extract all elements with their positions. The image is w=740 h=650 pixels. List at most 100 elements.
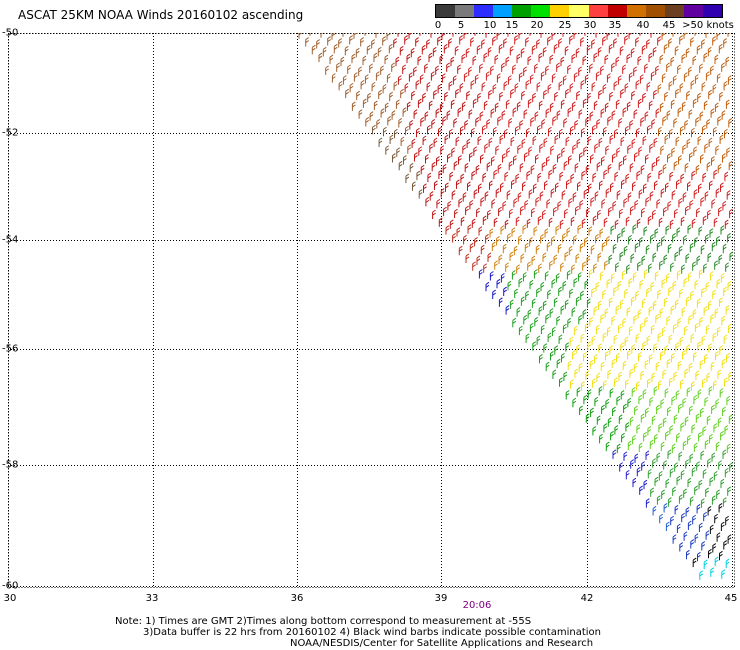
- wind-barb: [696, 207, 700, 218]
- wind-barb: [671, 443, 676, 454]
- wind-barb: [655, 361, 660, 372]
- wind-barb: [692, 98, 697, 108]
- wind-barb: [529, 322, 534, 333]
- wind-barb: [646, 81, 651, 92]
- wind-barb: [671, 147, 676, 157]
- wind-barb: [586, 207, 590, 218]
- wind-barb: [599, 271, 604, 281]
- wind-barb: [536, 39, 540, 49]
- wind-barb: [689, 453, 694, 463]
- wind-barb: [700, 498, 705, 508]
- wind-barb: [345, 88, 349, 99]
- wind-barb: [540, 324, 545, 335]
- wind-barb: [628, 72, 633, 82]
- wind-barb: [526, 170, 531, 181]
- wind-barb: [725, 262, 729, 272]
- wind-barb: [687, 272, 692, 282]
- wind-barb: [560, 305, 565, 315]
- wind-barb: [636, 218, 641, 228]
- wind-barb: [629, 368, 634, 378]
- wind-barb: [704, 143, 709, 153]
- wind-barb: [605, 145, 610, 155]
- wind-barb: [582, 55, 587, 66]
- wind-barb: [485, 234, 489, 244]
- wind-barb: [683, 531, 688, 541]
- wind-barb: [474, 74, 479, 84]
- wind-barb: [677, 360, 682, 371]
- wind-barb: [385, 145, 390, 155]
- wind-barb: [649, 143, 654, 153]
- wind-barb: [382, 36, 386, 46]
- legend-swatch: [683, 5, 703, 17]
- wind-barb: [707, 506, 712, 516]
- wind-barb: [695, 413, 700, 423]
- wind-barb: [525, 37, 529, 47]
- wind-barb: [482, 215, 487, 225]
- wind-barb: [717, 163, 722, 174]
- wind-barb: [637, 55, 642, 66]
- wind-barb: [526, 127, 530, 138]
- wind-barb: [652, 458, 656, 468]
- wind-barb: [714, 260, 718, 270]
- wind-barb: [553, 254, 558, 264]
- wind-barb: [708, 548, 712, 559]
- wind-barb: [591, 81, 596, 92]
- wind-barb: [604, 308, 609, 318]
- wind-barb: [571, 307, 576, 317]
- wind-barb: [496, 33, 501, 40]
- wind-barb: [642, 92, 646, 103]
- wind-barb: [392, 153, 396, 163]
- wind-barb: [380, 108, 385, 118]
- wind-barb: [655, 313, 660, 324]
- wind-barb: [718, 460, 722, 470]
- wind-barb: [395, 56, 400, 67]
- wind-barb: [716, 33, 721, 40]
- wind-barb: [624, 82, 629, 93]
- wind-barb: [622, 107, 627, 117]
- wind-barb: [703, 511, 707, 522]
- wind-barb: [645, 450, 650, 460]
- wind-barb: [557, 243, 562, 254]
- legend-swatch: [493, 5, 513, 17]
- wind-barb: [678, 155, 682, 165]
- wind-barb: [622, 64, 626, 74]
- wind-barb: [623, 451, 628, 461]
- wind-barb: [594, 354, 598, 364]
- wind-barb: [630, 459, 634, 469]
- wind-barb: [667, 406, 671, 417]
- wind-barb: [682, 397, 687, 408]
- wind-barb: [712, 36, 716, 46]
- wind-barb: [667, 243, 672, 254]
- wind-barb: [584, 237, 588, 247]
- wind-barb: [595, 33, 599, 38]
- wind-barb: [615, 99, 620, 109]
- wind-barb: [684, 368, 689, 378]
- wind-barb: [702, 172, 707, 183]
- wind-barb: [601, 198, 606, 209]
- wind-barb: [569, 288, 573, 299]
- wind-barb: [672, 280, 677, 291]
- wind-barb: [600, 108, 605, 118]
- wind-barb: [602, 83, 607, 94]
- wind-barb: [639, 279, 644, 290]
- wind-barb: [680, 173, 685, 184]
- wind-barb: [639, 74, 644, 84]
- wind-barb: [578, 362, 583, 373]
- legend-swatch: [607, 5, 627, 17]
- wind-barb: [435, 108, 440, 118]
- wind-barb: [502, 243, 507, 254]
- wind-barb: [597, 46, 602, 57]
- wind-barb: [684, 162, 689, 173]
- wind-barb: [471, 127, 475, 138]
- wind-barb: [673, 414, 678, 424]
- wind-barb: [711, 452, 716, 462]
- wind-barb: [443, 43, 448, 54]
- wind-barb: [573, 72, 578, 82]
- wind-barb: [596, 161, 601, 172]
- wind-barb: [639, 237, 643, 247]
- wind-barb: [648, 52, 653, 63]
- wind-barb: [623, 155, 627, 165]
- wind-barb: [715, 351, 719, 361]
- wind-barb: [619, 45, 624, 56]
- wind-barb: [698, 226, 703, 236]
